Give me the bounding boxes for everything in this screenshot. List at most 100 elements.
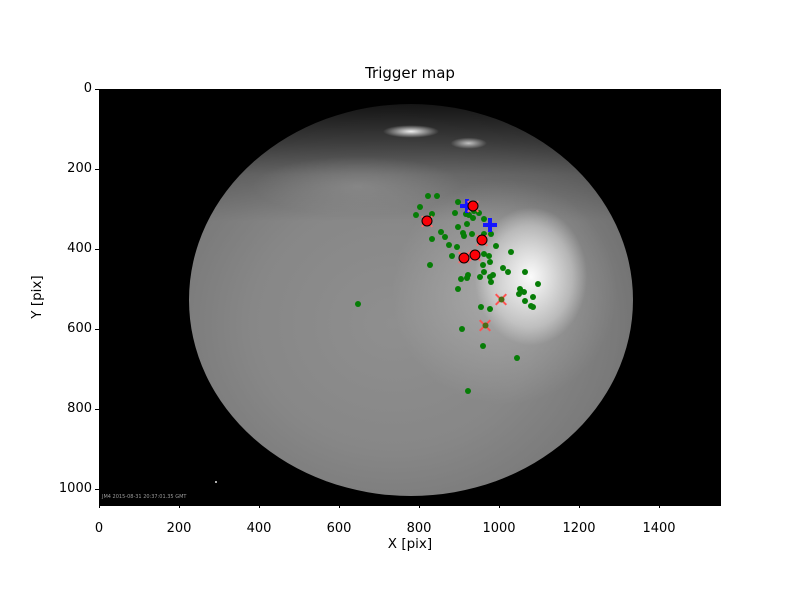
trigger-dot-marker: [455, 224, 461, 231]
trigger-dot-marker: [481, 231, 487, 237]
trigger-dot-marker: [469, 231, 475, 237]
tick-mark: [99, 504, 100, 508]
plot-area: JM4 2015-08-31 20:37:01.35 GMT: [99, 89, 721, 506]
tick-mark: [339, 504, 340, 508]
tick-mark: [95, 489, 99, 490]
trigger-dot-marker: [508, 249, 515, 255]
trigger-dot-marker: [425, 193, 431, 199]
trigger-dot-marker: [355, 301, 361, 307]
trigger-dot-marker: [461, 233, 467, 239]
trigger-dot-marker: [481, 216, 487, 223]
trigger-dot-marker: [521, 289, 527, 295]
y-tick-label: 0: [83, 81, 92, 96]
tick-mark: [259, 504, 260, 508]
y-tick-label: 200: [67, 161, 92, 176]
tick-mark: [95, 169, 99, 170]
blue-plus-marker: [460, 198, 475, 213]
event-circle-marker: [469, 249, 481, 261]
x-axis-label: X [pix]: [387, 536, 433, 552]
y-tick-label: 1000: [58, 481, 92, 496]
tick-mark: [499, 504, 500, 508]
trigger-dot-marker: [465, 388, 471, 395]
trigger-dot-marker: [481, 251, 487, 257]
bright-speck: [215, 481, 217, 483]
trigger-dot-marker: [517, 286, 523, 293]
trigger-dot-marker: [464, 275, 471, 281]
trigger-dot-marker: [464, 221, 471, 227]
tick-mark: [95, 329, 99, 330]
trigger-dot-marker: [449, 253, 455, 259]
x-tick-label: 1200: [562, 521, 596, 536]
y-tick-label: 800: [67, 401, 92, 416]
trigger-dot-marker: [535, 281, 541, 287]
trigger-dot-marker: [459, 326, 465, 333]
trigger-dot-marker: [455, 199, 461, 205]
trigger-dot-marker: [463, 211, 469, 217]
event-circle-marker: [458, 252, 470, 264]
red-x-marker: [478, 318, 493, 333]
trigger-dot-marker: [429, 236, 435, 243]
trigger-dot-marker: [427, 262, 433, 269]
x-tick-label: 0: [94, 521, 104, 536]
y-tick-label: 400: [67, 241, 92, 256]
trigger-dot-marker: [434, 193, 441, 199]
trigger-dot-marker: [466, 212, 473, 219]
trigger-dot-marker: [470, 215, 477, 221]
trigger-dot-marker: [488, 231, 495, 237]
event-circle-marker: [467, 200, 479, 212]
trigger-dot-marker: [454, 244, 461, 251]
trigger-dot-marker: [480, 262, 487, 269]
blue-plus-marker: [483, 218, 498, 233]
trigger-dot-marker: [505, 269, 511, 275]
trigger-dot-marker: [429, 211, 435, 217]
trigger-dot-marker: [514, 355, 521, 361]
tick-mark: [95, 89, 99, 90]
trigger-dot-marker: [476, 210, 483, 217]
tick-mark: [419, 504, 420, 508]
tick-mark: [659, 504, 660, 508]
tick-mark: [579, 504, 580, 508]
trigger-dot-marker: [481, 269, 487, 275]
tick-mark: [95, 409, 99, 410]
trigger-dot-marker: [478, 304, 485, 311]
trigger-dot-marker: [488, 279, 495, 285]
event-circle-marker: [421, 215, 433, 227]
trigger-dot-marker: [413, 212, 419, 219]
red-x-marker: [494, 292, 509, 307]
trigger-dot-marker: [438, 229, 445, 235]
trigger-dot-marker: [486, 253, 493, 259]
y-axis-ticks: 0 200 400 600 800 1000: [0, 0, 99, 600]
camera-timestamp-overlay: JM4 2015-08-31 20:37:01.35 GMT: [102, 494, 187, 500]
chart-title: Trigger map: [365, 64, 455, 82]
x-tick-label: 1000: [482, 521, 516, 536]
trigger-dot-marker: [417, 204, 423, 211]
x-tick-label: 600: [326, 521, 352, 536]
event-circle-marker: [476, 234, 488, 246]
allsky-camera-image: [189, 104, 633, 496]
trigger-dot-marker: [522, 298, 529, 305]
y-tick-label: 600: [67, 321, 92, 336]
trigger-dot-marker: [442, 234, 449, 241]
trigger-dot-marker: [452, 210, 459, 217]
trigger-dot-marker: [487, 306, 493, 313]
trigger-dot-marker: [516, 291, 523, 297]
trigger-dot-marker: [446, 242, 453, 249]
x-tick-label: 400: [246, 521, 272, 536]
trigger-dot-marker: [455, 286, 461, 293]
trigger-dot-marker: [490, 272, 497, 279]
trigger-dot-marker: [530, 294, 537, 301]
x-tick-label: 200: [166, 521, 192, 536]
trigger-dot-marker: [480, 343, 487, 349]
trigger-dot-marker: [477, 274, 483, 281]
trigger-dot-marker: [500, 265, 507, 271]
tick-mark: [95, 249, 99, 250]
trigger-dot-marker: [528, 303, 535, 309]
trigger-dot-marker: [522, 269, 529, 275]
trigger-dot-marker: [487, 274, 493, 281]
trigger-dot-marker: [493, 243, 499, 249]
x-tick-label: 800: [406, 521, 432, 536]
tick-mark: [179, 504, 180, 508]
trigger-dot-marker: [487, 259, 493, 265]
x-tick-label: 1400: [642, 521, 676, 536]
x-axis-ticks: 0 200 400 600 800 1000 1200 1400: [0, 521, 800, 539]
